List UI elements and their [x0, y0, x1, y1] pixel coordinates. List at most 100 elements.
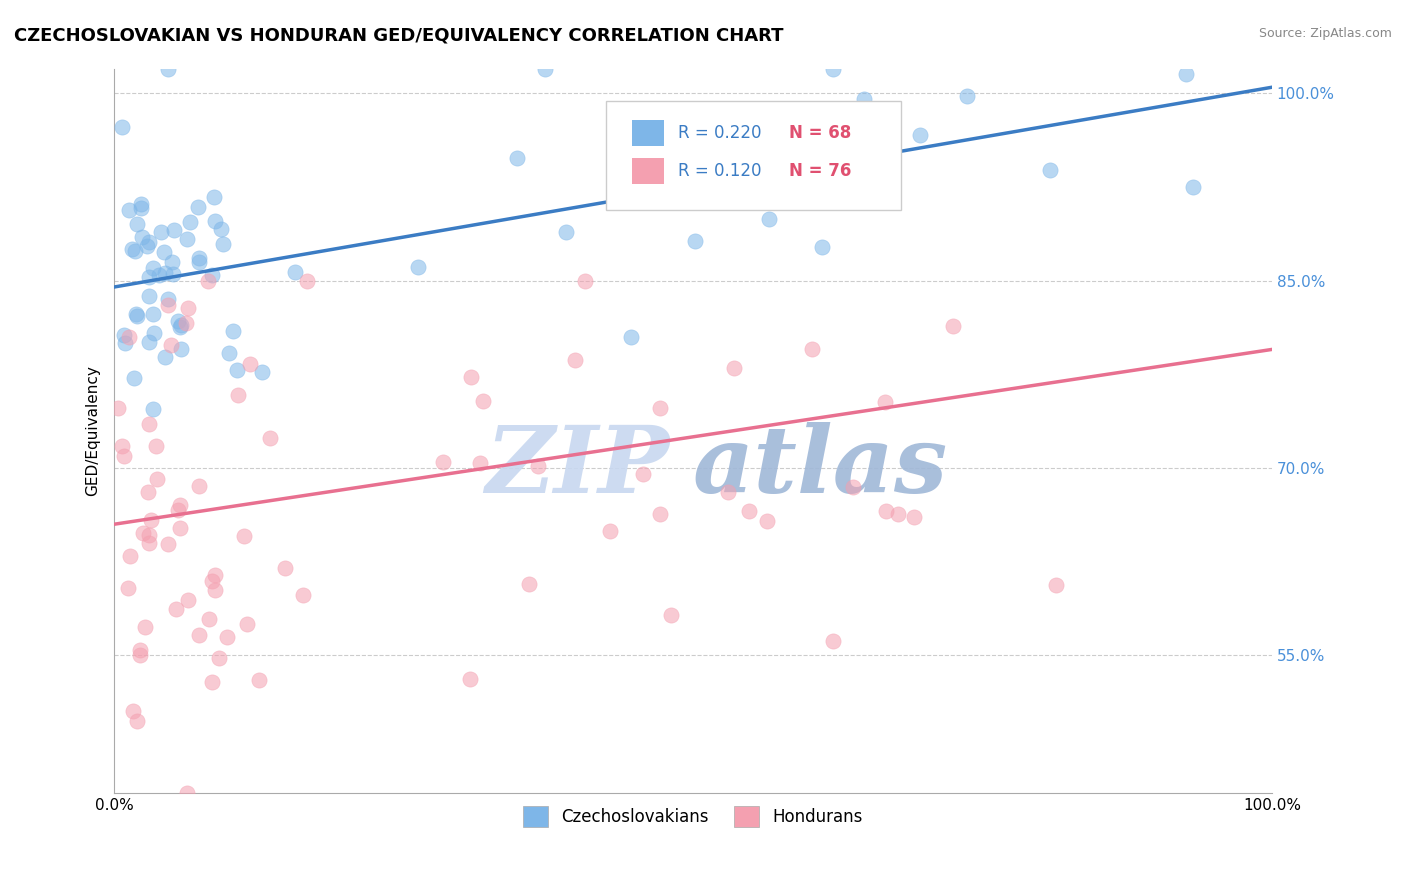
Point: [201, 574, 224, 589]
Point: [1045, 578, 1067, 592]
Point: [174, 316, 197, 330]
Text: N = 68: N = 68: [789, 124, 852, 142]
Point: [758, 212, 780, 227]
Legend: Czechoslovakians, Hondurans: Czechoslovakians, Hondurans: [515, 798, 872, 835]
Point: [129, 642, 152, 657]
Point: [800, 342, 823, 356]
Point: [239, 357, 262, 371]
Point: [138, 270, 160, 285]
Point: [124, 244, 146, 258]
Point: [131, 230, 153, 244]
Y-axis label: GED/Equivalency: GED/Equivalency: [86, 365, 100, 496]
Text: ZIP: ZIP: [485, 422, 669, 512]
Point: [112, 328, 135, 343]
Point: [908, 128, 931, 143]
Point: [198, 612, 221, 626]
Point: [129, 197, 152, 211]
Point: [226, 363, 249, 377]
Point: [432, 455, 454, 469]
Point: [176, 232, 198, 246]
Point: [149, 225, 172, 239]
Text: Source: ZipAtlas.com: Source: ZipAtlas.com: [1258, 27, 1392, 40]
Point: [852, 92, 875, 106]
Point: [650, 507, 672, 521]
Point: [120, 549, 142, 563]
Point: [197, 274, 219, 288]
Point: [599, 524, 621, 538]
Point: [156, 62, 179, 76]
Point: [678, 146, 700, 161]
Point: [202, 190, 225, 204]
Point: [162, 255, 184, 269]
Point: [138, 528, 160, 542]
Point: [187, 251, 209, 265]
Point: [187, 627, 209, 641]
Point: [156, 298, 179, 312]
Point: [527, 459, 550, 474]
Point: [127, 217, 149, 231]
Point: [129, 201, 152, 215]
Point: [138, 417, 160, 432]
Point: [155, 350, 177, 364]
Point: [631, 467, 654, 482]
Text: R = 0.220: R = 0.220: [678, 124, 762, 142]
Point: [135, 239, 157, 253]
Point: [118, 202, 141, 217]
Point: [887, 507, 910, 521]
Point: [153, 244, 176, 259]
Point: [811, 240, 834, 254]
Point: [727, 180, 749, 194]
Text: atlas: atlas: [693, 422, 948, 512]
Point: [204, 568, 226, 582]
Point: [170, 343, 193, 357]
Point: [122, 371, 145, 385]
Text: R = 0.120: R = 0.120: [678, 161, 762, 179]
Point: [460, 672, 482, 686]
Point: [1175, 67, 1198, 81]
Point: [555, 225, 578, 239]
Point: [1039, 163, 1062, 178]
Point: [170, 318, 193, 332]
Point: [218, 345, 240, 359]
Point: [186, 200, 208, 214]
Point: [226, 388, 249, 402]
Point: [620, 330, 643, 344]
Point: [942, 319, 965, 334]
Point: [661, 607, 683, 622]
Point: [821, 62, 844, 76]
Point: [145, 439, 167, 453]
Point: [823, 634, 845, 648]
Point: [167, 314, 190, 328]
Point: [717, 485, 740, 500]
Bar: [631, 158, 664, 184]
Point: [177, 593, 200, 607]
Point: [156, 537, 179, 551]
Point: [204, 582, 226, 597]
Point: [222, 324, 245, 338]
Point: [738, 504, 761, 518]
Point: [114, 336, 136, 351]
Point: [136, 485, 159, 500]
Point: [157, 293, 180, 307]
Point: [505, 151, 527, 165]
Point: [142, 261, 165, 276]
Point: [204, 213, 226, 227]
Point: [141, 307, 163, 321]
Point: [125, 714, 148, 729]
Point: [284, 265, 307, 279]
Point: [564, 353, 586, 368]
Point: [169, 521, 191, 535]
Point: [142, 326, 165, 341]
Point: [111, 120, 134, 134]
Point: [176, 786, 198, 800]
Point: [169, 498, 191, 512]
Point: [209, 222, 232, 236]
Point: [177, 301, 200, 315]
Point: [125, 307, 148, 321]
Point: [291, 588, 314, 602]
Point: [274, 560, 297, 574]
Point: [470, 456, 492, 470]
Point: [118, 330, 141, 344]
Point: [148, 268, 170, 282]
Point: [574, 274, 596, 288]
